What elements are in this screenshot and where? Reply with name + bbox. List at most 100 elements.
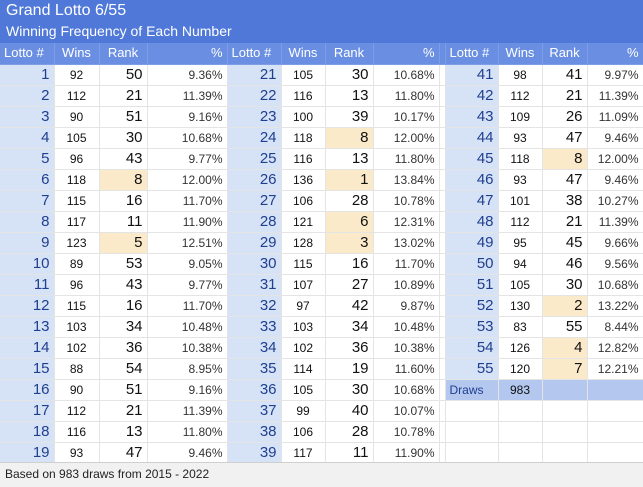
empty-cell[interactable] bbox=[542, 400, 588, 422]
lotto-number-cell[interactable]: 47 bbox=[445, 190, 499, 212]
wins-cell[interactable]: 105 bbox=[498, 274, 543, 296]
rank-cell[interactable]: 8 bbox=[542, 148, 588, 170]
rank-cell[interactable]: 4 bbox=[542, 337, 588, 359]
percent-cell[interactable]: 11.39% bbox=[147, 85, 228, 107]
percent-cell[interactable]: 12.82% bbox=[587, 337, 643, 359]
lotto-number-cell[interactable]: 53 bbox=[445, 316, 499, 338]
percent-cell[interactable]: 11.80% bbox=[373, 148, 440, 170]
empty-cell[interactable] bbox=[587, 400, 643, 422]
percent-cell[interactable]: 11.39% bbox=[147, 400, 228, 422]
percent-cell[interactable]: 9.16% bbox=[147, 379, 228, 401]
wins-cell[interactable]: 89 bbox=[54, 253, 100, 275]
wins-cell[interactable]: 120 bbox=[498, 358, 543, 380]
wins-cell[interactable]: 103 bbox=[54, 316, 100, 338]
percent-cell[interactable]: 10.78% bbox=[373, 421, 440, 443]
wins-cell[interactable]: 92 bbox=[54, 64, 100, 86]
empty-cell[interactable] bbox=[542, 421, 588, 443]
percent-cell[interactable]: 8.95% bbox=[147, 358, 228, 380]
wins-cell[interactable]: 102 bbox=[281, 337, 326, 359]
wins-cell[interactable]: 109 bbox=[498, 106, 543, 128]
rank-cell[interactable]: 47 bbox=[542, 169, 588, 191]
percent-cell[interactable]: 11.70% bbox=[373, 253, 440, 275]
rank-cell[interactable]: 16 bbox=[325, 253, 374, 275]
percent-cell[interactable]: 13.84% bbox=[373, 169, 440, 191]
lotto-number-cell[interactable]: 4 bbox=[0, 127, 55, 149]
header-lotto[interactable]: Lotto # bbox=[445, 43, 499, 65]
lotto-number-cell[interactable]: 1 bbox=[0, 64, 55, 86]
wins-cell[interactable]: 118 bbox=[281, 127, 326, 149]
lotto-number-cell[interactable]: 48 bbox=[445, 211, 499, 233]
percent-cell[interactable]: 11.70% bbox=[147, 190, 228, 212]
rank-cell[interactable]: 36 bbox=[325, 337, 374, 359]
lotto-number-cell[interactable]: 14 bbox=[0, 337, 55, 359]
wins-cell[interactable]: 90 bbox=[54, 106, 100, 128]
wins-cell[interactable]: 103 bbox=[281, 316, 326, 338]
percent-cell[interactable]: 11.70% bbox=[147, 295, 228, 317]
percent-cell[interactable]: 10.27% bbox=[587, 190, 643, 212]
wins-cell[interactable]: 105 bbox=[281, 64, 326, 86]
percent-cell[interactable]: 10.48% bbox=[147, 316, 228, 338]
wins-cell[interactable]: 100 bbox=[281, 106, 326, 128]
rank-cell[interactable]: 26 bbox=[542, 106, 588, 128]
wins-cell[interactable]: 88 bbox=[54, 358, 100, 380]
percent-cell[interactable]: 9.77% bbox=[147, 274, 228, 296]
rank-cell[interactable]: 54 bbox=[99, 358, 148, 380]
lotto-number-cell[interactable]: 5 bbox=[0, 148, 55, 170]
wins-cell[interactable]: 94 bbox=[498, 253, 543, 275]
percent-cell[interactable]: 10.68% bbox=[587, 274, 643, 296]
percent-cell[interactable]: 13.02% bbox=[373, 232, 440, 254]
rank-cell[interactable]: 51 bbox=[99, 379, 148, 401]
rank-cell[interactable]: 16 bbox=[99, 295, 148, 317]
wins-cell[interactable]: 121 bbox=[281, 211, 326, 233]
percent-cell[interactable]: 9.56% bbox=[587, 253, 643, 275]
rank-cell[interactable]: 39 bbox=[325, 106, 374, 128]
percent-cell[interactable]: 8.44% bbox=[587, 316, 643, 338]
lotto-number-cell[interactable]: 11 bbox=[0, 274, 55, 296]
percent-cell[interactable]: 12.21% bbox=[587, 358, 643, 380]
lotto-number-cell[interactable]: 54 bbox=[445, 337, 499, 359]
rank-cell[interactable]: 8 bbox=[99, 169, 148, 191]
percent-cell[interactable]: 9.87% bbox=[373, 295, 440, 317]
wins-cell[interactable]: 112 bbox=[498, 211, 543, 233]
empty-cell[interactable] bbox=[587, 421, 643, 443]
wins-cell[interactable]: 105 bbox=[281, 379, 326, 401]
rank-cell[interactable]: 1 bbox=[325, 169, 374, 191]
wins-cell[interactable]: 123 bbox=[54, 232, 100, 254]
percent-cell[interactable]: 12.00% bbox=[587, 148, 643, 170]
wins-cell[interactable]: 112 bbox=[498, 85, 543, 107]
lotto-number-cell[interactable]: 55 bbox=[445, 358, 499, 380]
wins-cell[interactable]: 98 bbox=[498, 64, 543, 86]
lotto-number-cell[interactable]: 42 bbox=[445, 85, 499, 107]
percent-cell[interactable]: 11.39% bbox=[587, 211, 643, 233]
lotto-number-cell[interactable]: 18 bbox=[0, 421, 55, 443]
draws-fill-cell[interactable] bbox=[587, 379, 643, 401]
percent-cell[interactable]: 13.22% bbox=[587, 295, 643, 317]
lotto-number-cell[interactable]: 25 bbox=[227, 148, 282, 170]
wins-cell[interactable]: 93 bbox=[498, 169, 543, 191]
rank-cell[interactable]: 11 bbox=[325, 442, 374, 462]
rank-cell[interactable]: 47 bbox=[99, 442, 148, 462]
wins-cell[interactable]: 105 bbox=[54, 127, 100, 149]
rank-cell[interactable]: 13 bbox=[325, 85, 374, 107]
percent-cell[interactable]: 10.48% bbox=[373, 316, 440, 338]
wins-cell[interactable]: 93 bbox=[498, 127, 543, 149]
rank-cell[interactable]: 50 bbox=[99, 64, 148, 86]
rank-cell[interactable]: 51 bbox=[99, 106, 148, 128]
wins-cell[interactable]: 118 bbox=[498, 148, 543, 170]
lotto-number-cell[interactable]: 45 bbox=[445, 148, 499, 170]
percent-cell[interactable]: 12.51% bbox=[147, 232, 228, 254]
lotto-number-cell[interactable]: 29 bbox=[227, 232, 282, 254]
header-lotto[interactable]: Lotto # bbox=[227, 43, 282, 65]
lotto-number-cell[interactable]: 21 bbox=[227, 64, 282, 86]
rank-cell[interactable]: 40 bbox=[325, 400, 374, 422]
lotto-number-cell[interactable]: 52 bbox=[445, 295, 499, 317]
draws-value[interactable]: 983 bbox=[498, 379, 543, 401]
percent-cell[interactable]: 9.36% bbox=[147, 64, 228, 86]
wins-cell[interactable]: 116 bbox=[281, 85, 326, 107]
rank-cell[interactable]: 11 bbox=[99, 211, 148, 233]
wins-cell[interactable]: 114 bbox=[281, 358, 326, 380]
rank-cell[interactable]: 38 bbox=[542, 190, 588, 212]
empty-cell[interactable] bbox=[498, 421, 543, 443]
empty-cell[interactable] bbox=[542, 442, 588, 462]
draws-fill-cell[interactable] bbox=[542, 379, 588, 401]
